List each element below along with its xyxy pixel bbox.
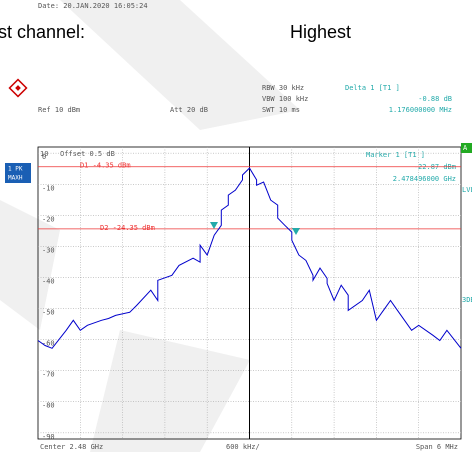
per-div: 600 kHz/ (226, 443, 260, 451)
y-tick-label: -50 (42, 309, 55, 317)
heading: st channel: (0, 22, 85, 42)
delta-title: Delta 1 [T1 ] (345, 84, 400, 92)
heading: Highest (290, 22, 351, 42)
y-tick-label: -40 (42, 277, 55, 285)
att: Att 20 dB (170, 106, 208, 114)
rbw: RBW 30 kHz (262, 84, 304, 92)
badge-text: MAXH (8, 175, 23, 182)
y-tick-label: -90 (42, 433, 55, 441)
side-lvl: LVL (462, 186, 472, 194)
y-tick-label: -60 (42, 340, 55, 348)
y-tick-label: 0 (42, 153, 46, 161)
display-line-label: D1 -4.35 dBm (80, 162, 131, 170)
watermark (90, 330, 250, 452)
trace-badge (5, 163, 31, 183)
watermark (0, 200, 60, 330)
marker-title: Marker 1 [T1 ] (366, 151, 425, 159)
display-line-label: D2 -24.35 dBm (100, 224, 155, 232)
marker-freq: 2.478496000 GHz (393, 175, 456, 183)
delta-freq: 1.176000000 MHz (389, 106, 452, 114)
watermark (60, 0, 300, 130)
ref-level: 10 (40, 150, 48, 158)
center: Center 2.48 GHz (40, 443, 103, 451)
y-tick-label: -10 (42, 184, 55, 192)
ref: Ref 10 dBm (38, 106, 80, 114)
vbw: VBW 100 kHz (262, 95, 308, 103)
y-tick-label: -70 (42, 371, 55, 379)
trace (37, 167, 462, 349)
y-tick-label: -30 (42, 246, 55, 254)
y-tick-label: -80 (42, 402, 55, 410)
date: Date: 20.JAN.2020 16:05:24 (38, 2, 148, 10)
y-tick-label: -20 (42, 215, 55, 223)
side-a: A (463, 144, 468, 152)
delta-marker (292, 228, 300, 235)
delta-level: -0.88 dB (418, 95, 452, 103)
offset: Offset 0.5 dB (60, 150, 115, 158)
side-3db: 3DB (462, 296, 472, 304)
span: Span 6 MHz (416, 443, 458, 451)
logo (8, 78, 28, 98)
swt: SWT 10 ms (262, 106, 300, 114)
marker-1 (210, 222, 218, 229)
badge-text: 1 PK (8, 166, 23, 173)
side-badge (461, 143, 472, 153)
